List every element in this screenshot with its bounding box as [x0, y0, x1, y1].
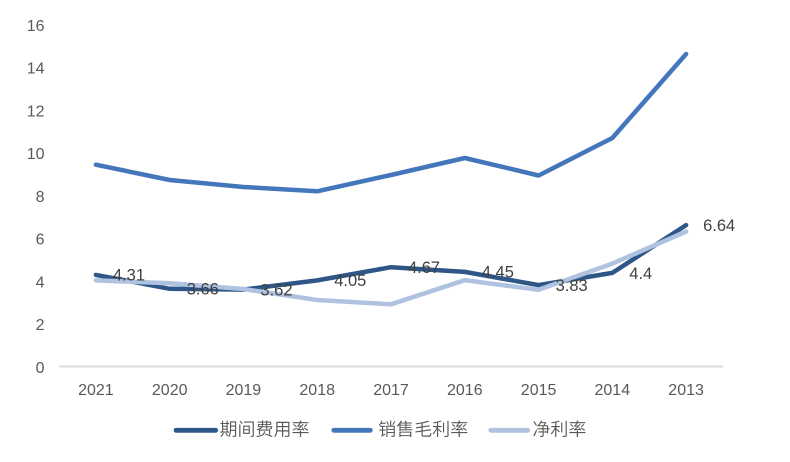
svg-text:2: 2 — [36, 317, 45, 334]
svg-text:0: 0 — [36, 360, 45, 377]
svg-text:2020: 2020 — [152, 382, 188, 399]
svg-text:8: 8 — [36, 189, 45, 206]
svg-text:2013: 2013 — [668, 382, 704, 399]
svg-text:6: 6 — [36, 232, 45, 249]
svg-text:14: 14 — [27, 61, 45, 78]
svg-text:4.4: 4.4 — [629, 265, 652, 283]
svg-text:4.45: 4.45 — [482, 264, 514, 282]
svg-text:2014: 2014 — [595, 382, 631, 399]
svg-text:16: 16 — [27, 18, 45, 35]
svg-text:2015: 2015 — [521, 382, 557, 399]
svg-text:2016: 2016 — [447, 382, 483, 399]
svg-text:2021: 2021 — [78, 382, 114, 399]
svg-text:2019: 2019 — [226, 382, 262, 399]
svg-text:3.62: 3.62 — [260, 281, 292, 299]
svg-text:12: 12 — [27, 103, 45, 120]
svg-text:4.67: 4.67 — [408, 259, 440, 277]
svg-text:2018: 2018 — [299, 382, 335, 399]
svg-text:6.64: 6.64 — [703, 217, 735, 235]
svg-text:2017: 2017 — [373, 382, 409, 399]
svg-text:4.31: 4.31 — [113, 267, 145, 285]
svg-text:4.05: 4.05 — [334, 272, 366, 290]
svg-text:4: 4 — [36, 274, 45, 291]
svg-text:3.83: 3.83 — [556, 277, 588, 295]
svg-text:10: 10 — [27, 146, 45, 163]
svg-text:3.66: 3.66 — [187, 281, 219, 299]
